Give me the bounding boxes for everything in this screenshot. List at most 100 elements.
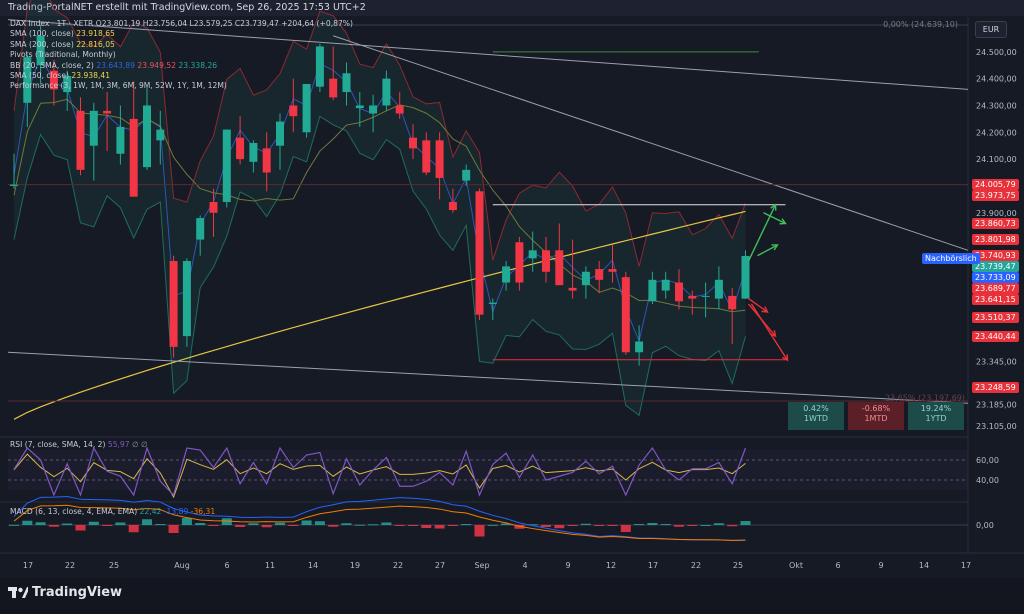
- macd-histogram-bar: [62, 523, 73, 525]
- candle-body: [568, 287, 577, 291]
- candle-body: [89, 110, 98, 146]
- candle-body: [342, 73, 351, 93]
- macd-signal-line: [13, 504, 746, 541]
- macd-legend[interactable]: MACD (6, 13, close, 4, EMA, EMA) 22,42 -…: [10, 507, 215, 516]
- x-axis-label: 9: [878, 561, 883, 570]
- performance-period: 1MTD: [864, 414, 888, 423]
- legend-performance[interactable]: Performance (3, 1W, 1M, 3M, 6M, 9M, 52W,…: [10, 81, 353, 91]
- candle-body: [289, 105, 298, 117]
- macd-histogram-bar: [408, 525, 418, 526]
- rsi-ma-line: [13, 453, 746, 499]
- price-tag: 23.248,59: [972, 382, 1019, 394]
- candle-body: [635, 341, 644, 353]
- macd-v2: -13,89: [163, 507, 189, 516]
- rsi-visibility-icon[interactable]: ∅ ∅: [132, 440, 148, 449]
- candle-body: [129, 118, 138, 197]
- indicator-legend: DAX Index · 1T · XETR O23.801,19 H23.756…: [10, 19, 353, 92]
- x-axis-label: 17: [23, 561, 33, 570]
- legend-pivots-label: Pivots (Traditional, Monthly): [10, 50, 116, 60]
- legend-sma50[interactable]: SMA (50, close) 23.938,41: [10, 71, 353, 81]
- candle-body: [36, 35, 45, 66]
- x-axis-label: 11: [265, 561, 275, 570]
- candle-body: [542, 250, 550, 272]
- macd-histogram-bar: [115, 522, 126, 525]
- legend-bb[interactable]: BB (20, SMA, close, 2) 23.643,89 23.949,…: [10, 61, 353, 71]
- legend-sma200-value: 22.816,05: [76, 39, 115, 49]
- legend-sma100-value: 23.918,65: [76, 29, 115, 39]
- rsi-axis-label: 60,00: [976, 456, 999, 465]
- macd-histogram-bar: [687, 525, 698, 526]
- bollinger-lower-line: [13, 115, 746, 417]
- candle-body: [688, 295, 697, 299]
- candle-body: [714, 279, 723, 299]
- candle-body: [648, 279, 657, 302]
- currency-button[interactable]: EUR: [975, 21, 1007, 38]
- price-tag: 23.689,77: [972, 283, 1019, 295]
- macd-label: MACD (6, 13, close, 4, EMA, EMA): [10, 507, 138, 516]
- rsi-axis-label: 40,00: [976, 476, 999, 485]
- bullish-arrow-2: [763, 212, 786, 225]
- candle-body: [355, 105, 364, 109]
- candle-body: [395, 105, 404, 114]
- macd-histogram-bar: [514, 525, 525, 529]
- x-axis-label: 22: [393, 561, 403, 570]
- performance-cell: 19.24% 1YTD: [908, 402, 964, 430]
- macd-histogram-bar: [368, 524, 379, 526]
- candle-body: [581, 271, 590, 286]
- rsi-legend[interactable]: RSI (7, close, SMA, 14, 2) 55,97 ∅ ∅: [10, 440, 148, 449]
- macd-histogram-bar: [447, 525, 458, 526]
- price-axis-label: 23.185,00: [976, 401, 1017, 410]
- macd-histogram-bar: [434, 525, 445, 529]
- bearish-arrow-1: [748, 298, 768, 313]
- macd-histogram-bar: [660, 524, 671, 525]
- performance-value: 19.24%: [920, 404, 952, 413]
- candle-body: [555, 250, 564, 286]
- macd-histogram-bar: [394, 525, 405, 526]
- macd-histogram-bar: [461, 524, 472, 525]
- legend-symbol-row[interactable]: DAX Index · 1T · XETR O23.801,19 H23.756…: [10, 19, 353, 29]
- sma200-line: [13, 210, 746, 420]
- x-axis-label: 6: [835, 561, 840, 570]
- price-tag: 23.739,47: [972, 261, 1019, 273]
- macd-histogram-bar: [181, 518, 192, 525]
- candle-body: [182, 261, 191, 337]
- legend-bb-v1: 23.643,89: [96, 60, 135, 70]
- bullish-arrow-3-head: [771, 244, 779, 251]
- bullish-arrow-2-head: [779, 218, 787, 225]
- brand-name[interactable]: TradingView: [32, 585, 123, 600]
- macd-histogram-bar: [275, 522, 285, 525]
- macd-histogram-bar: [75, 525, 86, 531]
- price-tag: 23.440,44: [972, 331, 1019, 343]
- candle-body: [23, 57, 32, 103]
- trendline-descending: [333, 35, 969, 251]
- performance-period: 1YTD: [925, 414, 947, 423]
- price-tag: 23.973,75: [972, 190, 1019, 202]
- legend-sma50-label: SMA (50, close): [10, 71, 69, 81]
- candle-body: [103, 110, 112, 114]
- macd-histogram-bar: [48, 525, 59, 527]
- macd-histogram-bar: [341, 523, 352, 525]
- price-axis-label: 24.400,00: [976, 75, 1017, 84]
- candle-body: [701, 295, 710, 297]
- candle-body: [502, 266, 511, 283]
- x-axis-label: 14: [308, 561, 318, 570]
- legend-sma200[interactable]: SMA (200, close) 22.816,05: [10, 40, 353, 50]
- bullish-arrow-1: [747, 204, 777, 262]
- bollinger-upper-line: [13, 0, 746, 267]
- candle-body: [422, 140, 431, 173]
- x-axis-label: 25: [109, 561, 119, 570]
- macd-histogram-bar: [567, 525, 578, 526]
- macd-histogram-bar: [301, 520, 312, 525]
- macd-histogram-bar: [713, 523, 724, 525]
- candle-body: [675, 282, 683, 302]
- price-tag: 23.860,73: [972, 218, 1019, 230]
- legend-sma100[interactable]: SMA (100, close) 23.918,65: [10, 29, 353, 39]
- candle-body: [169, 261, 178, 347]
- macd-histogram-bar: [354, 524, 365, 526]
- macd-histogram-bar: [328, 525, 339, 527]
- legend-pivots[interactable]: Pivots (Traditional, Monthly): [10, 50, 353, 60]
- price-tag: 24.005,79: [972, 179, 1019, 191]
- macd-histogram-bar: [594, 525, 605, 526]
- x-axis-label: 22: [691, 561, 701, 570]
